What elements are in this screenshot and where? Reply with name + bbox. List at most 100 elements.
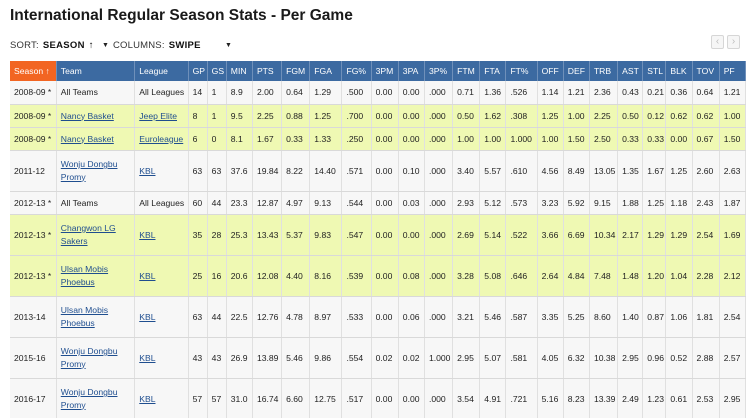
- stat-cell: 1: [207, 81, 227, 105]
- stat-cell: 57: [188, 378, 208, 418]
- team-link[interactable]: Nancy Basket: [60, 110, 114, 121]
- league-link[interactable]: Euroleague: [139, 133, 184, 144]
- table-row: 2015-16 Wonju Dongbu Promy KBL 43 43 26.9 13.8…: [10, 337, 747, 379]
- column-header[interactable]: GP: [188, 61, 208, 81]
- cell-value: 37.6: [230, 165, 248, 176]
- team-link[interactable]: Nancy Basket: [60, 133, 114, 144]
- column-header[interactable]: FG%: [341, 61, 372, 81]
- column-header[interactable]: DEF: [563, 61, 590, 81]
- column-header[interactable]: FTA: [479, 61, 507, 81]
- column-header[interactable]: 3PM: [371, 61, 399, 81]
- cell-value: 1.62: [484, 110, 502, 121]
- column-header[interactable]: PF: [719, 61, 747, 81]
- column-header[interactable]: FGA: [309, 61, 343, 81]
- stat-cell: 8.60: [589, 296, 619, 338]
- column-header[interactable]: AST: [617, 61, 644, 81]
- table-row: 2008-09 * Nancy Basket Jeep Elite 8 1 9.5 2.25…: [10, 104, 747, 128]
- column-header[interactable]: STL: [642, 61, 667, 81]
- league-link[interactable]: KBL: [139, 393, 156, 404]
- team-link[interactable]: Wonju Dongbu Promy: [60, 159, 118, 182]
- cell-value: 28: [211, 229, 222, 240]
- stat-cell: .539: [341, 255, 372, 297]
- columns-value[interactable]: SWIPE: [168, 40, 201, 51]
- stat-cell: 5.14: [479, 214, 507, 256]
- team-link[interactable]: Wonju Dongbu Promy: [60, 387, 118, 410]
- stat-cell: .517: [341, 378, 372, 418]
- league-link[interactable]: KBL: [139, 229, 156, 240]
- column-header[interactable]: Team: [56, 61, 136, 81]
- cell-value: 2.17: [622, 229, 639, 240]
- columns-dropdown-caret-icon[interactable]: ▼: [225, 42, 232, 49]
- column-header[interactable]: Season ↑: [10, 61, 57, 81]
- sort-dropdown-caret-icon[interactable]: ▼: [102, 42, 109, 49]
- team-link[interactable]: Ulsan Mobis Phoebus: [60, 305, 109, 328]
- stat-cell: 1.29: [309, 81, 343, 105]
- column-header[interactable]: TRB: [589, 61, 619, 81]
- column-header[interactable]: GS: [207, 61, 227, 81]
- cell-value: .721: [510, 393, 528, 404]
- cell-value: 4.84: [567, 270, 585, 281]
- cell-value: 8.9: [230, 87, 243, 98]
- next-columns-button[interactable]: ›: [727, 35, 740, 49]
- cell-value: 10.38: [593, 352, 616, 363]
- column-header[interactable]: 3PA: [398, 61, 425, 81]
- stat-cell: 0.00: [371, 378, 399, 418]
- column-header[interactable]: TOV: [692, 61, 720, 81]
- column-header[interactable]: BLK: [665, 61, 693, 81]
- cell-value: 2.53: [696, 393, 714, 404]
- stat-cell: 1.21: [719, 81, 747, 105]
- stat-cell: 1.48: [617, 255, 644, 297]
- stat-cell: 0.21: [642, 81, 667, 105]
- stat-cell: 2.93: [452, 191, 481, 215]
- cell-value: 1.000: [510, 133, 532, 144]
- cell-value: 12.75: [314, 393, 336, 404]
- stat-cell: 0.50: [452, 104, 481, 128]
- stat-cell: .721: [505, 378, 538, 418]
- sort-direction-icon[interactable]: ↑: [88, 40, 94, 51]
- team-link[interactable]: Ulsan Mobis Phoebus: [60, 264, 109, 287]
- column-header[interactable]: FGM: [281, 61, 311, 81]
- cell-value: .587: [510, 311, 528, 322]
- cell-value: 2.95: [457, 352, 474, 363]
- team-cell: Wonju Dongbu Promy: [56, 337, 136, 379]
- prev-columns-button[interactable]: ‹: [711, 35, 724, 49]
- league-link[interactable]: KBL: [139, 352, 156, 363]
- stat-cell: 1.69: [719, 214, 747, 256]
- league-link[interactable]: Jeep Elite: [139, 110, 177, 121]
- sort-control[interactable]: SORT: SEASON ↑: [10, 40, 94, 51]
- column-header[interactable]: MIN: [226, 61, 253, 81]
- sort-value[interactable]: SEASON: [42, 40, 85, 51]
- stat-cell: 5.12: [479, 191, 507, 215]
- team-cell: Nancy Basket: [56, 127, 136, 151]
- column-header[interactable]: OFF: [537, 61, 564, 81]
- column-header[interactable]: 3P%: [424, 61, 454, 81]
- stat-cell: 1.35: [617, 150, 644, 192]
- stat-cell: 1.25: [665, 150, 693, 192]
- cell-value: 1.48: [622, 270, 639, 281]
- cell-value: All Teams: [60, 87, 98, 98]
- cell-value: 0.00: [402, 229, 420, 240]
- column-header[interactable]: League: [134, 61, 189, 81]
- cell-value: 2015-16: [14, 352, 46, 363]
- cell-value: 31.0: [230, 393, 248, 404]
- column-header[interactable]: FTM: [452, 61, 481, 81]
- stat-cell: 0.00: [398, 81, 425, 105]
- column-header[interactable]: PTS: [252, 61, 283, 81]
- team-link[interactable]: Changwon LG Sakers: [60, 223, 116, 246]
- league-cell: KBL: [134, 255, 189, 297]
- team-link[interactable]: Wonju Dongbu Promy: [60, 346, 118, 369]
- cell-value: 0.71: [457, 87, 474, 98]
- cell-value: 1.00: [484, 133, 502, 144]
- stat-cell: 1.00: [452, 127, 481, 151]
- stats-table: Season ↑ Team League GP GS MIN PTS FGM FGA FG% 3PM…: [10, 61, 747, 418]
- cell-value: 2.54: [723, 311, 741, 322]
- cell-value: 4.05: [541, 352, 559, 363]
- stat-cell: 1.67: [252, 127, 283, 151]
- cell-value: 2.95: [622, 352, 639, 363]
- column-header[interactable]: FT%: [505, 61, 538, 81]
- cell-value: 0.43: [622, 87, 639, 98]
- columns-control[interactable]: ▼ COLUMNS: SWIPE: [102, 40, 201, 51]
- league-link[interactable]: KBL: [139, 270, 156, 281]
- league-link[interactable]: KBL: [139, 165, 156, 176]
- league-link[interactable]: KBL: [139, 311, 156, 322]
